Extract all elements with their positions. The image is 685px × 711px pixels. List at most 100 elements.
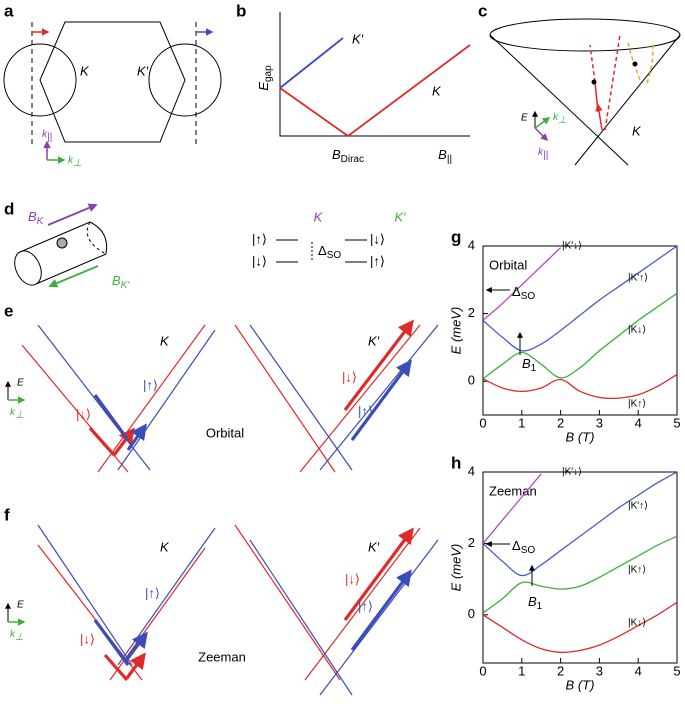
label-main: Δ	[512, 284, 521, 299]
x-tick-label: 0	[479, 415, 486, 430]
panel-f: f |↑⟩ |↓⟩ K |↓⟩ |↑⟩ K′ E k⊥ Zeeman	[4, 505, 439, 696]
axis-label: k⊥	[553, 112, 567, 126]
panel-c: c E k⊥ k|| K	[478, 1, 681, 166]
label-main: B	[28, 209, 37, 224]
tube-end	[89, 221, 108, 255]
brillouin-zone	[39, 21, 186, 143]
chart-title: Zeeman	[489, 483, 537, 498]
label-sub: SO	[521, 291, 536, 302]
label-main: k	[553, 112, 559, 123]
state-label: |↑⟩	[145, 585, 160, 600]
occupied-band	[350, 359, 412, 441]
panel-b: b K′ K Egap BDirac B||	[236, 1, 471, 165]
red-dashed	[604, 34, 621, 131]
occupied-band	[112, 427, 135, 456]
label-sub: K	[37, 216, 45, 227]
state-label: |↓⟩	[252, 253, 267, 268]
axis-label: k⊥	[10, 407, 24, 421]
band	[304, 527, 421, 681]
state-label: |↑⟩	[143, 377, 158, 392]
band	[97, 324, 206, 473]
axis-label: B||	[438, 147, 452, 164]
series-line	[483, 601, 677, 653]
state-label: |↓⟩	[345, 571, 360, 586]
y-tick-label: 0	[468, 606, 475, 621]
panel-letter: b	[236, 1, 246, 20]
x-tick-label: 2	[557, 415, 564, 430]
y-tick-label: 0	[468, 373, 475, 388]
axis-label: Egap	[256, 65, 273, 91]
plot-frame	[482, 471, 678, 664]
series-label: |K↓⟩	[628, 325, 646, 336]
series-line	[483, 535, 677, 614]
axis-label: k⊥	[10, 629, 24, 643]
dot	[632, 61, 638, 67]
valley-label: K	[160, 539, 170, 554]
panel-letter: g	[451, 227, 461, 246]
state-label: |↑⟩	[358, 403, 373, 418]
orange-dashed	[627, 41, 641, 81]
band	[234, 324, 336, 473]
label-sub: ||	[47, 132, 52, 143]
field-arrow	[47, 203, 98, 226]
axes	[279, 12, 470, 137]
annotation: ΔSO	[512, 538, 535, 555]
y-tick-label: 4	[468, 463, 475, 478]
mode-label: Zeeman	[198, 649, 246, 664]
label-sub: Dirac	[341, 154, 364, 165]
occupied-band	[93, 619, 130, 666]
axis-arrow	[534, 117, 551, 129]
band	[319, 324, 439, 471]
band	[319, 539, 439, 696]
panel-letter: d	[4, 199, 14, 218]
circle	[3, 43, 77, 117]
x-axis-label: B (T)	[566, 429, 595, 444]
label-sub: gap	[263, 65, 274, 82]
label-sub: ⊥	[73, 158, 82, 169]
panel-letter: h	[451, 453, 461, 472]
band	[249, 324, 353, 471]
occupied-band	[88, 426, 116, 457]
label-main: k	[10, 407, 16, 418]
band	[37, 544, 143, 681]
x-tick-label: 0	[479, 663, 486, 678]
axis-arrow	[534, 127, 549, 142]
label-sub: ⊥	[558, 115, 567, 126]
occupied-band	[123, 631, 148, 663]
series-label: |K′↓⟩	[562, 241, 582, 252]
label-main: B	[522, 356, 531, 371]
y-tick-label: 2	[468, 535, 475, 550]
gap-line	[279, 37, 344, 89]
occupied-band	[343, 527, 414, 621]
state-label: |↓⟩	[76, 406, 91, 421]
label-sub: SO	[327, 250, 342, 261]
axis-label: E	[17, 600, 24, 611]
series-label: |K′↑⟩	[628, 501, 648, 512]
valley-label: K′	[394, 209, 406, 224]
label-main: k	[10, 629, 16, 640]
mode-label: Orbital	[206, 425, 244, 440]
x-tick-label: 4	[635, 663, 642, 678]
occupied-band	[126, 423, 147, 451]
band	[109, 547, 206, 681]
label-main: B	[112, 273, 121, 288]
x-tick-label: 3	[596, 415, 603, 430]
series-label: |K↑⟩	[628, 565, 646, 576]
label-main: Δ	[318, 243, 327, 258]
valley-label: K	[160, 333, 170, 348]
series-label: |K′↑⟩	[628, 273, 648, 284]
tube-edge	[35, 253, 107, 285]
line-label: K′	[352, 31, 364, 46]
axis-label: E	[521, 113, 528, 124]
x-tick-label: 2	[557, 663, 564, 678]
label-main: k	[68, 155, 74, 166]
panel-letter: a	[4, 1, 14, 20]
axis-label: k||	[42, 129, 52, 143]
x-tick-label: 3	[596, 663, 603, 678]
series-line	[483, 473, 542, 544]
band	[117, 329, 216, 471]
label-sub: K′	[121, 280, 131, 291]
x-tick-label: 1	[518, 415, 525, 430]
y-axis-label: E (meV)	[448, 544, 463, 592]
